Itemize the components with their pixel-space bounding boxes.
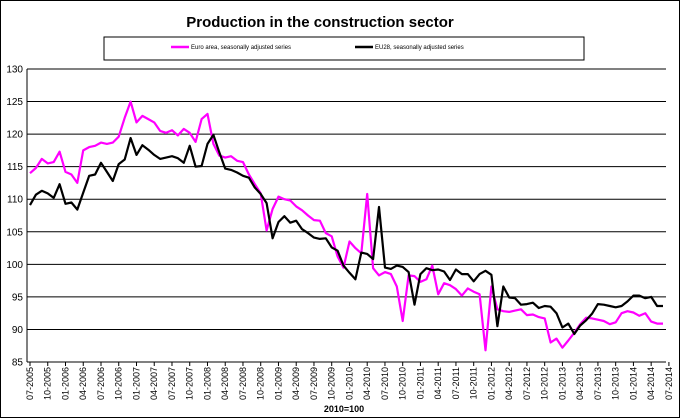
x-tick-label: 04-2009	[291, 367, 301, 400]
chart-title: Production in the construction sector	[186, 14, 454, 31]
grid	[27, 68, 666, 363]
legend-box	[103, 36, 585, 61]
x-tick-label: 10-2006	[114, 367, 124, 400]
x-tick-label: 04-2013	[575, 367, 585, 400]
x-tick-label: 10-2005	[43, 367, 53, 400]
x-tick-label: 07-2013	[593, 367, 603, 400]
y-tick-label: 95	[12, 292, 24, 303]
x-tick-label: 04-2014	[646, 367, 656, 400]
x-tick-label: 04-2012	[504, 367, 514, 400]
x-tick-label: 01-2006	[60, 367, 70, 400]
x-axis: 07-2005 10-2005 01-2006 04-2006 07-2006 10-20…	[25, 361, 674, 400]
x-tick-label: 04-2010	[362, 367, 372, 400]
series-line-eu28	[29, 133, 663, 336]
x-tick-label: 01-2011	[415, 367, 425, 399]
x-tick-label: 01-2008	[202, 367, 212, 400]
x-tick-label: 04-2011	[433, 367, 443, 399]
y-tick-label: 110	[7, 195, 23, 206]
y-tick-label: 115	[7, 162, 23, 173]
y-tick-label: 90	[12, 325, 24, 336]
x-tick-label: 07-2010	[380, 367, 390, 400]
y-axis: 85 90 95 100 105 110 115 120 125 130	[6, 65, 28, 369]
x-tick-label: 07-2005	[25, 367, 35, 400]
x-tick-label: 01-2009	[273, 367, 283, 400]
series-line-euro-area	[29, 100, 663, 352]
x-tick-label: 07-2014	[664, 367, 674, 400]
x-tick-label: 01-2007	[131, 367, 141, 400]
x-tick-label: 10-2010	[398, 367, 408, 400]
x-tick-label: 07-2007	[167, 367, 177, 400]
x-tick-label: 07-2012	[522, 367, 532, 400]
legend-label-eu28: EU28, seasonally adjusted series	[375, 45, 464, 51]
x-tick-label: 07-2009	[309, 367, 319, 400]
x-tick-label: 10-2013	[611, 367, 621, 400]
y-tick-label: 85	[12, 358, 24, 369]
y-tick-label: 100	[6, 260, 23, 271]
x-tick-label: 01-2013	[557, 367, 567, 400]
y-tick-label: 125	[6, 97, 23, 108]
x-tick-label: 07-2011	[451, 367, 461, 399]
x-tick-label: 04-2007	[149, 367, 159, 400]
x-tick-label: 07-2006	[96, 367, 106, 400]
x-tick-label: 01-2014	[628, 367, 638, 400]
legend-label-euro-area: Euro area, seasonally adjusted series	[191, 45, 291, 51]
x-axis-label: 2010=100	[324, 404, 364, 414]
y-tick-label: 120	[6, 130, 23, 141]
x-tick-label: 10-2012	[540, 367, 550, 400]
x-tick-label: 04-2008	[220, 367, 230, 400]
x-tick-label: 10-2007	[185, 367, 195, 400]
x-tick-label: 07-2008	[238, 367, 248, 400]
x-tick-label: 10-2008	[256, 367, 266, 400]
x-tick-label: 10-2011	[469, 367, 479, 399]
y-tick-label: 130	[6, 65, 23, 76]
x-tick-label: 04-2006	[78, 367, 88, 400]
x-tick-label: 01-2012	[486, 367, 496, 400]
legend: Euro area, seasonally adjusted series EU…	[103, 36, 585, 61]
y-tick-label: 105	[6, 227, 23, 238]
series-lines	[29, 100, 663, 352]
x-tick-label: 01-2010	[344, 367, 354, 400]
x-tick-label: 10-2009	[327, 367, 337, 400]
